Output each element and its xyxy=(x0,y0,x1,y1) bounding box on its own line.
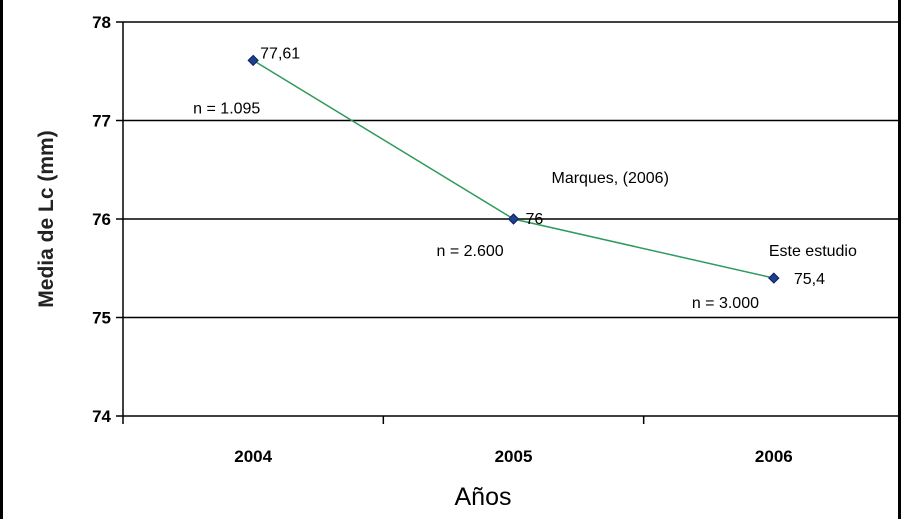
data-point-marker xyxy=(768,272,780,284)
y-tick-label: 77 xyxy=(92,112,111,131)
line-chart: 74 75 76 77 78 2004 2005 2006 77,61 76 75,4 n = 1… xyxy=(35,13,901,511)
sample-size-label: n = 2.600 xyxy=(437,243,504,260)
data-label: 77,61 xyxy=(260,45,300,62)
data-point-marker xyxy=(507,213,520,225)
data-point-marker xyxy=(247,54,259,67)
series-line xyxy=(252,59,774,279)
y-tick-label: 78 xyxy=(92,13,111,32)
sample-size-label: n = 3.000 xyxy=(692,295,759,312)
sample-size-label: n = 1.095 xyxy=(193,100,260,117)
x-axis-title: Años xyxy=(455,483,512,511)
point-annotation: Este estudio xyxy=(769,243,857,260)
x-tick-label: 2004 xyxy=(234,447,272,466)
x-tick-label: 2006 xyxy=(755,447,793,466)
y-tick-label: 75 xyxy=(92,309,111,328)
point-annotation: Marques, (2006) xyxy=(552,170,669,187)
y-tick-label: 74 xyxy=(92,407,111,426)
x-tick-label: 2005 xyxy=(495,447,533,466)
data-label: 76 xyxy=(526,211,544,228)
y-axis-title: Media de Lc (mm) xyxy=(35,130,58,307)
y-tick-label: 76 xyxy=(92,210,111,229)
data-label: 75,4 xyxy=(794,271,825,288)
